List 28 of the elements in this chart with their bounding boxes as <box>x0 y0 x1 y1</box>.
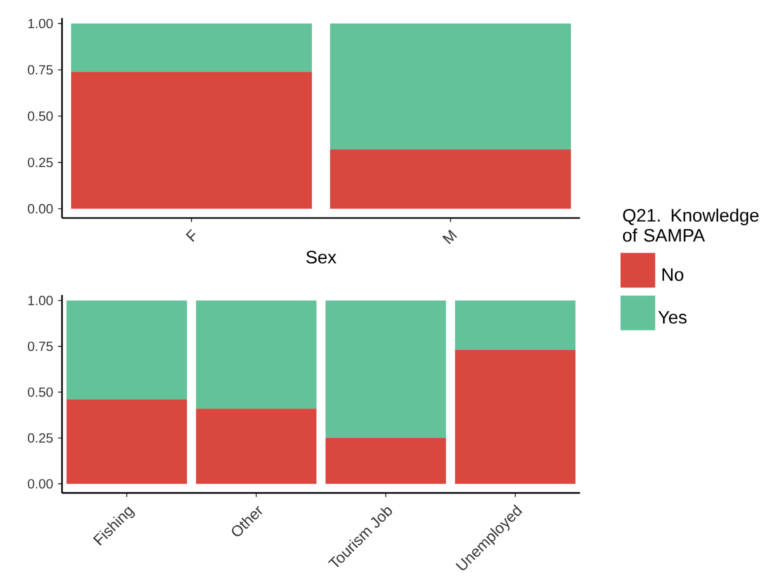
x-tick-label: F <box>186 229 196 242</box>
bar <box>196 408 316 484</box>
bar <box>196 300 316 409</box>
y-tick-label: 0.25 <box>28 433 53 443</box>
y-tick-label: 1.00 <box>28 18 53 28</box>
bar <box>330 24 571 150</box>
legend-label: Yes <box>658 311 687 324</box>
y-tick-label: 0.00 <box>28 204 53 214</box>
y-tick-label: 0.25 <box>28 158 53 168</box>
legend-label: No <box>662 268 684 281</box>
bar <box>66 300 187 400</box>
bar <box>66 399 187 484</box>
x-tick-label: M <box>442 230 458 244</box>
legend-title: Q21. Knowledge of SAMPA <box>623 208 759 242</box>
bar <box>326 300 446 438</box>
bar <box>455 300 576 350</box>
bar <box>455 350 576 484</box>
x-axis-title: Sex <box>306 250 336 264</box>
y-tick-label: 1.00 <box>28 296 53 306</box>
y-tick-label: 0.50 <box>28 111 53 121</box>
bar <box>326 438 446 484</box>
bar <box>71 72 312 209</box>
bar <box>71 24 312 72</box>
y-tick-label: 0.50 <box>28 387 53 397</box>
y-tick-label: 0.00 <box>28 479 53 489</box>
y-tick-label: 0.75 <box>28 342 53 352</box>
bar <box>330 149 571 209</box>
y-tick-label: 0.75 <box>28 65 53 75</box>
